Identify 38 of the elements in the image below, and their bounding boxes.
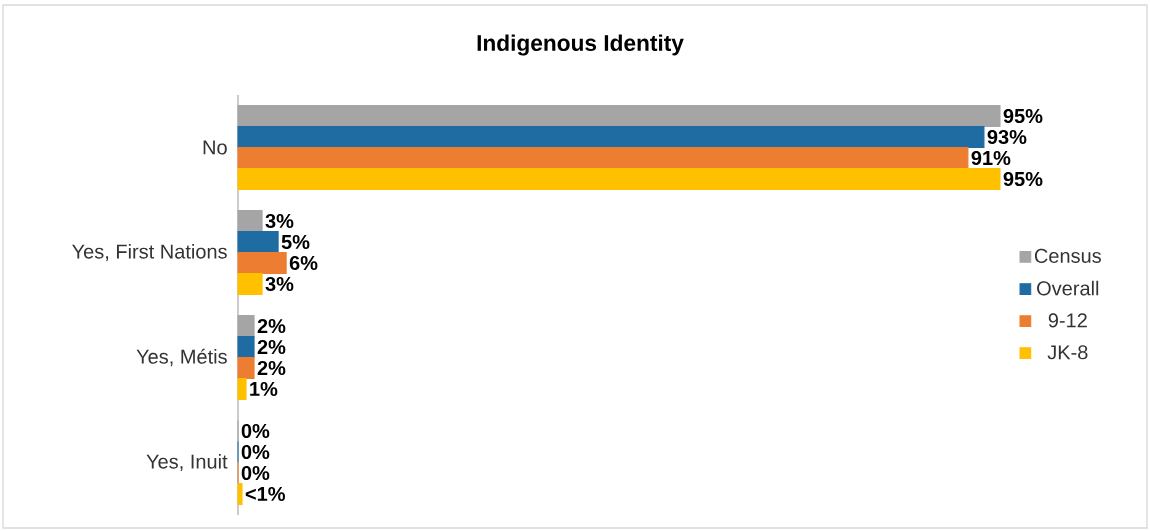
bar — [237, 251, 287, 275]
data-label: 3% — [265, 213, 294, 229]
y-tick-label: No — [203, 140, 227, 155]
legend-label: 9-12 — [1048, 313, 1087, 328]
bar — [237, 314, 255, 338]
data-label: 2% — [257, 339, 286, 355]
legend-label: Overall — [1037, 280, 1099, 296]
bar — [237, 335, 255, 359]
data-label: 5% — [281, 234, 310, 250]
bar — [237, 482, 243, 506]
bar — [237, 104, 1001, 128]
data-label: 95% — [1003, 171, 1043, 187]
bar — [237, 146, 969, 170]
bar — [237, 356, 255, 380]
data-label: 1% — [250, 381, 278, 397]
legend-label: JK-8 — [1047, 345, 1088, 360]
y-tick-label: Yes, Inuit — [146, 453, 228, 472]
data-label: 6% — [289, 255, 318, 271]
data-label: 2% — [257, 360, 286, 376]
data-label: <1% — [245, 486, 285, 502]
data-label: 93% — [987, 129, 1027, 145]
y-tick-label: Yes, First Nations — [72, 243, 227, 262]
data-label: 0% — [241, 444, 270, 460]
bar — [237, 230, 279, 254]
bar — [237, 209, 263, 233]
y-tick-label: Yes, Métis — [136, 348, 227, 367]
data-label: 0% — [241, 465, 270, 481]
data-label: 3% — [265, 276, 294, 292]
bar — [237, 167, 1001, 191]
data-label: 91% — [971, 150, 1011, 166]
bar — [237, 377, 247, 401]
chart-title: Indigenous Identity — [477, 34, 684, 56]
bar — [237, 272, 263, 296]
bar — [237, 125, 985, 149]
legend-label: Census — [1034, 248, 1101, 263]
data-label: 0% — [241, 423, 270, 439]
data-label: 2% — [257, 318, 286, 334]
data-label: 95% — [1003, 108, 1043, 124]
